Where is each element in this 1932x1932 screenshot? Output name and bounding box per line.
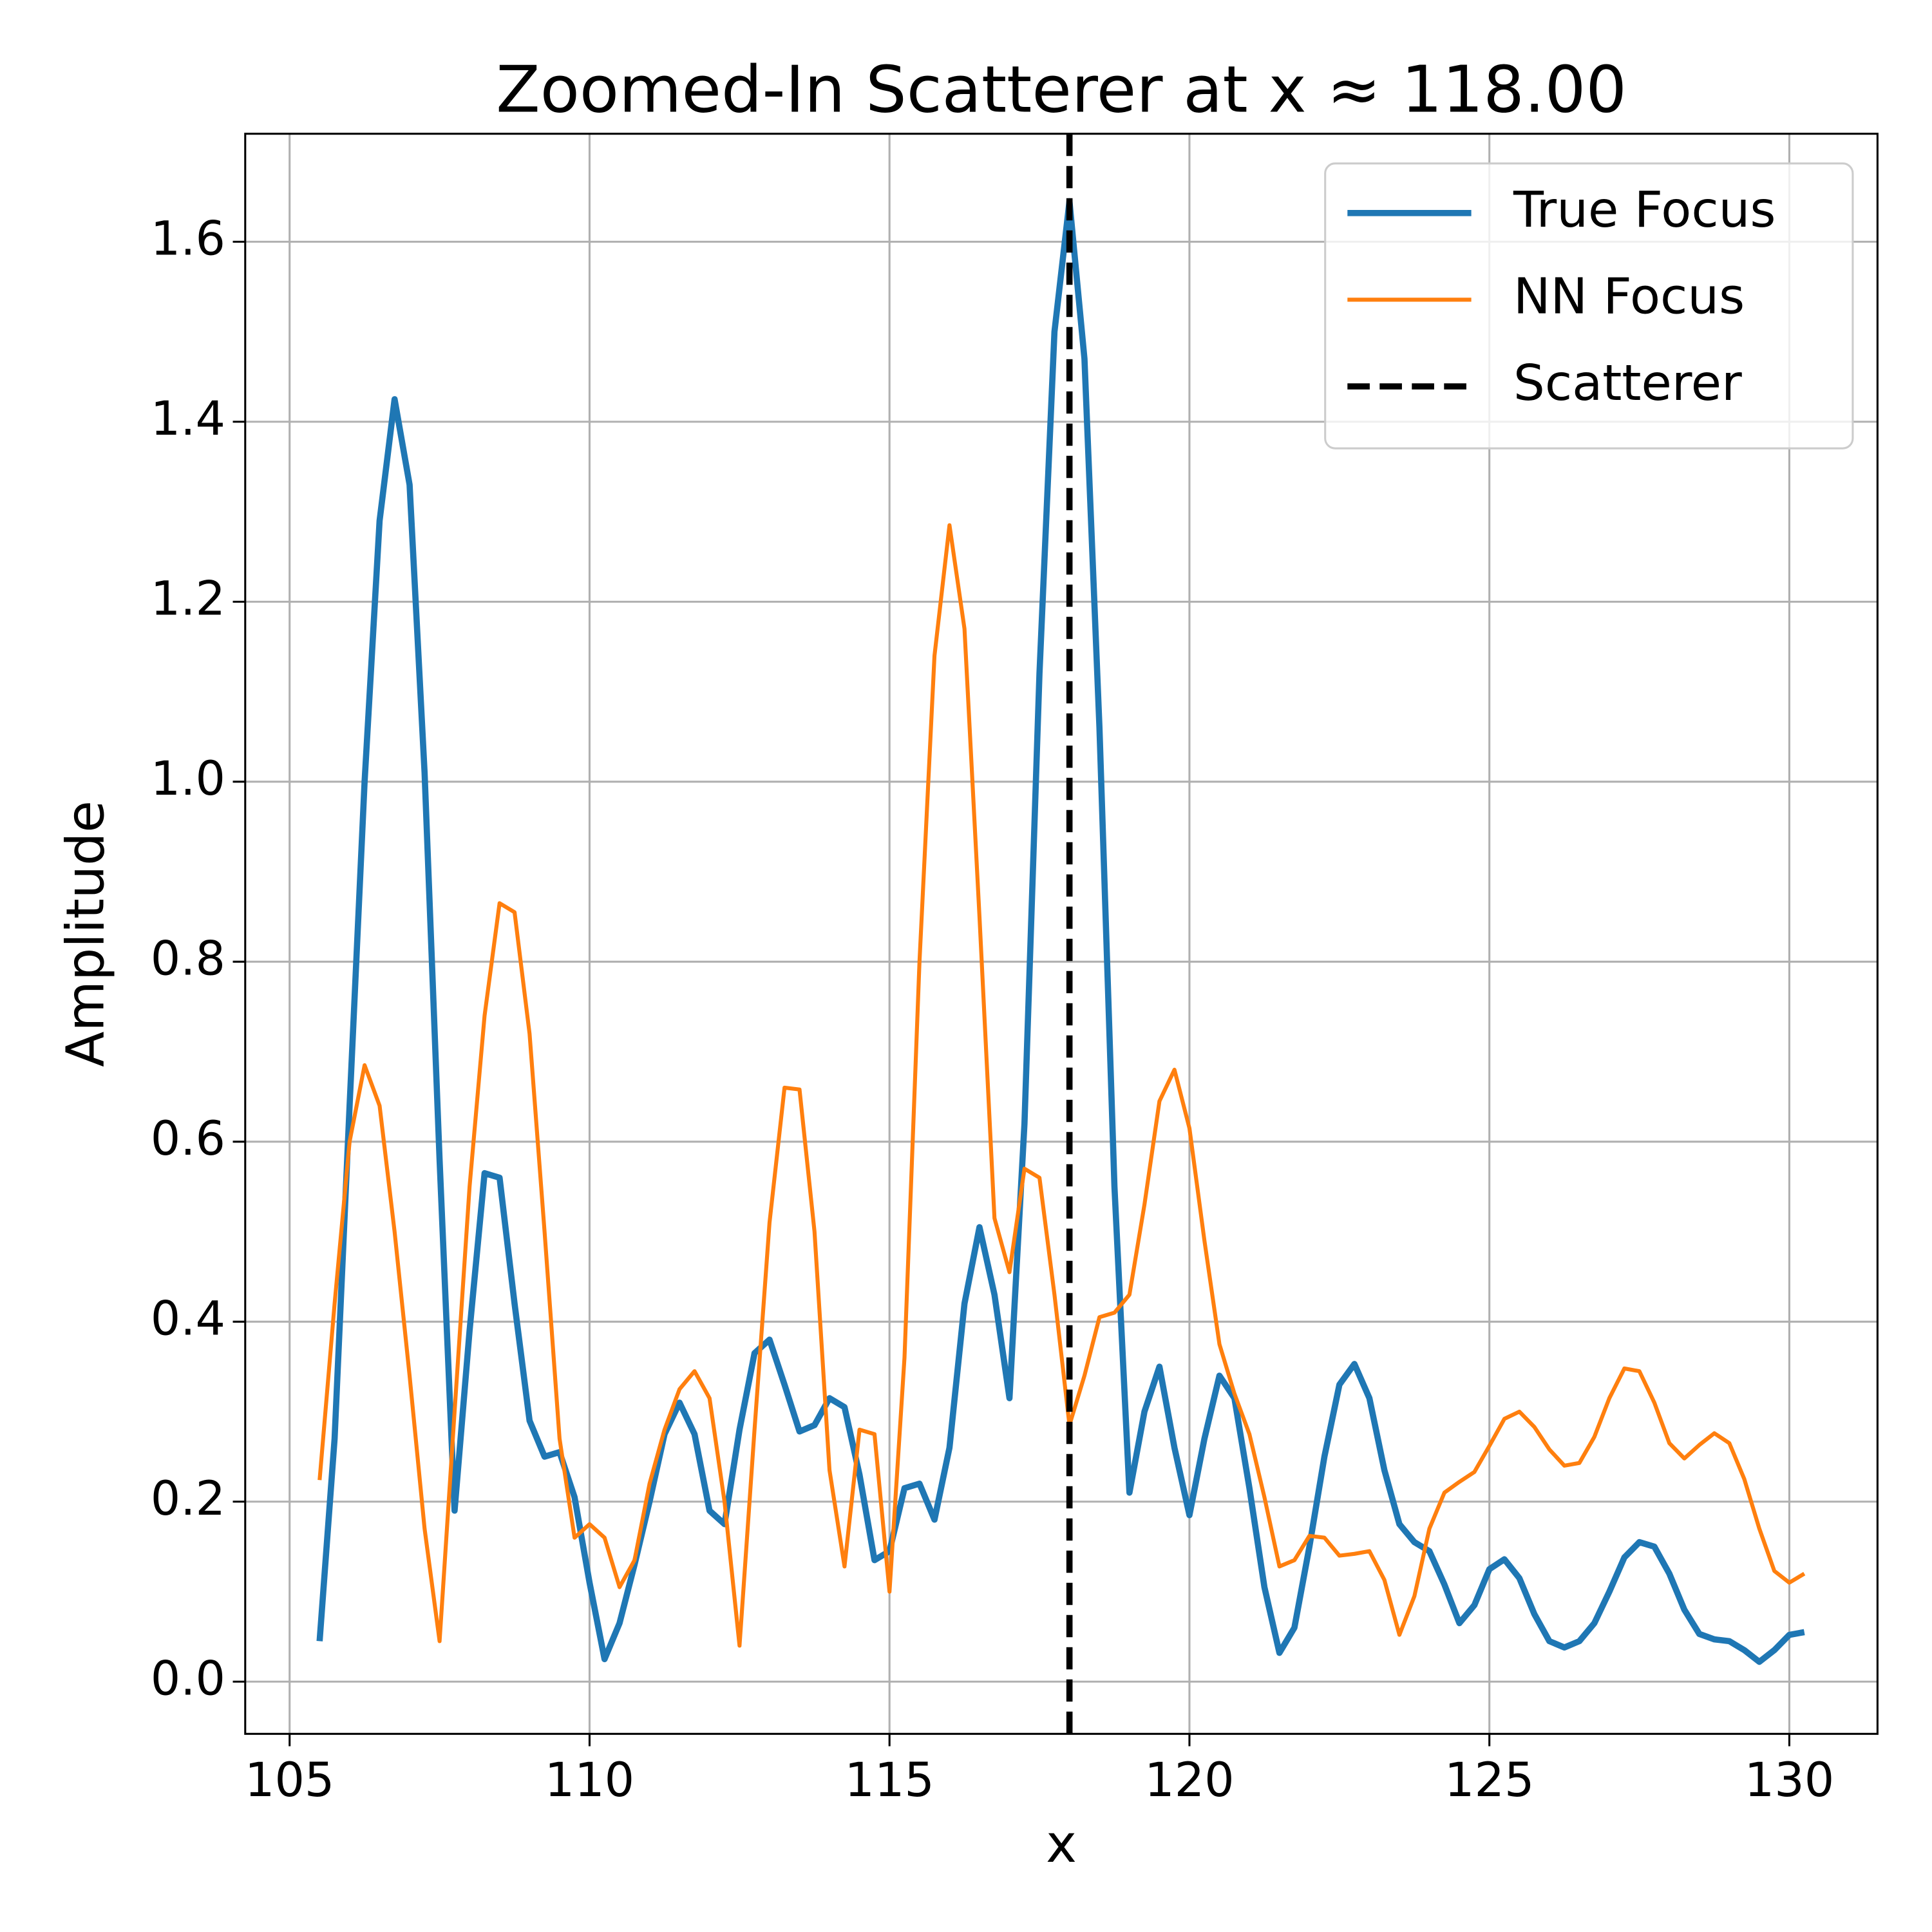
y-axis-label: Amplitude: [55, 800, 116, 1067]
x-tick-label: 120: [1144, 1753, 1234, 1808]
data-line: [317, 523, 1806, 1648]
y-tick-label: 0.8: [151, 931, 225, 986]
legend-label: Scatterer: [1513, 355, 1742, 412]
y-tick-label: 1.6: [151, 211, 225, 266]
legend: True Focus NN Focus Scatterer: [1324, 162, 1854, 450]
y-tick-label: 0.2: [151, 1472, 225, 1526]
y-tick-label: 0.4: [151, 1291, 225, 1346]
y-tick-label: 1.0: [151, 752, 225, 806]
data-line: [316, 198, 1805, 1665]
x-tick-label: 125: [1444, 1753, 1534, 1808]
plot-frame: [244, 133, 1879, 1735]
x-tick-label: 115: [844, 1753, 934, 1808]
y-tick-label: 0.0: [151, 1651, 225, 1706]
legend-label: True Focus: [1513, 182, 1776, 239]
x-axis-label: x: [1046, 1814, 1077, 1875]
x-tick-label: 105: [245, 1753, 334, 1808]
y-tick-label: 1.2: [151, 571, 225, 626]
legend-label: NN Focus: [1513, 268, 1745, 325]
y-tick-label: 0.6: [151, 1112, 225, 1166]
y-tick-label: 1.4: [151, 392, 225, 446]
x-tick-label: 110: [545, 1753, 634, 1808]
x-tick-label: 130: [1745, 1753, 1834, 1808]
legend-box: [1324, 162, 1854, 450]
chart-title: Zoomed-In Scatterer at x ≈ 118.00: [496, 52, 1627, 127]
